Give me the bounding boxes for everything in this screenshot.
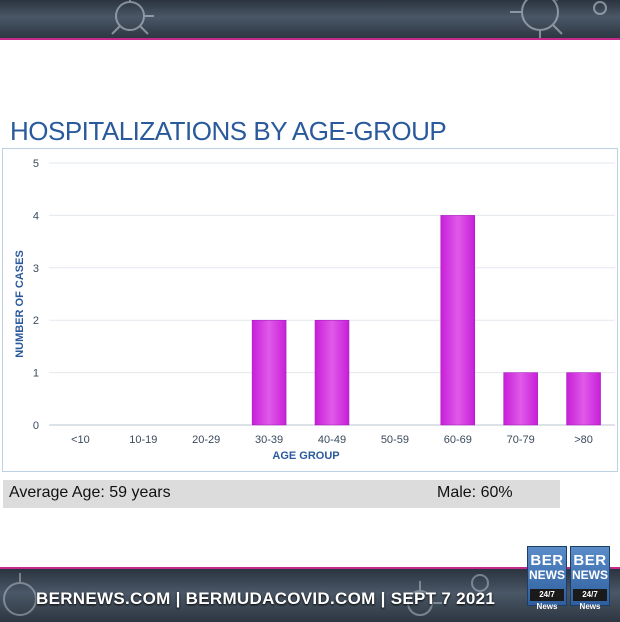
y-axis-title: NUMBER OF CASES xyxy=(14,250,26,358)
x-tick-label: 10-19 xyxy=(129,434,157,446)
bernews-logo: BER NEWS 24/7 News BER NEWS 24/7 News xyxy=(527,546,611,611)
male-percent-stat: Male: 60% xyxy=(437,484,513,501)
page-title: HOSPITALIZATIONS BY AGE-GROUP xyxy=(10,116,447,146)
logo-news-text: NEWS xyxy=(529,568,565,582)
logo-tag-text: 24/7 News xyxy=(573,589,607,611)
logo-tag-text: 24/7 News xyxy=(530,589,564,611)
bar-70-79 xyxy=(503,372,538,426)
logo-ber-text: BER xyxy=(530,552,564,569)
x-tick-label: 40-49 xyxy=(318,434,346,446)
x-tick-label: >80 xyxy=(574,434,593,446)
x-tick-label: 50-59 xyxy=(381,434,409,446)
y-tick-label: 1 xyxy=(33,368,39,380)
logo-news-text: NEWS xyxy=(572,568,608,582)
x-tick-label: 30-39 xyxy=(255,434,283,446)
bottom-banner xyxy=(0,567,620,622)
logo-ber-text: BER xyxy=(573,552,607,569)
y-tick-label: 5 xyxy=(33,158,39,170)
footer-credits: BERNEWS.COM | BERMUDACOVID.COM | SEPT 7 … xyxy=(36,589,496,608)
bar-40-49 xyxy=(314,319,350,426)
logo-box-left: BER NEWS 24/7 News xyxy=(527,546,567,611)
y-tick-label: 4 xyxy=(33,210,39,222)
virus-icon xyxy=(3,573,489,616)
chart-panel: 0 1 2 3 4 5 <10 10-19 20-29 30-39 40-49 50-59 60-69 7… xyxy=(2,148,618,472)
x-tick-label: 20-29 xyxy=(192,434,220,446)
top-banner xyxy=(0,0,620,40)
average-age-stat: Average Age: 59 years xyxy=(9,484,171,501)
bar-chart: 0 1 2 3 4 5 <10 10-19 20-29 30-39 40-49 50-59 60-69 7… xyxy=(14,158,615,462)
x-axis-title: AGE GROUP xyxy=(272,450,339,462)
virus-icon xyxy=(111,0,607,38)
stats-bar: Average Age: 59 years Male: 60% xyxy=(3,480,560,508)
x-tick-label: 70-79 xyxy=(507,434,535,446)
bar->80 xyxy=(566,372,601,426)
bar-60-69 xyxy=(440,215,476,426)
y-tick-label: 3 xyxy=(33,263,39,275)
y-tick-label: 0 xyxy=(33,420,39,432)
bar-30-39 xyxy=(251,319,287,426)
x-tick-label: 60-69 xyxy=(444,434,472,446)
y-tick-label: 2 xyxy=(33,315,39,327)
x-tick-label: <10 xyxy=(71,434,90,446)
logo-box-right: BER NEWS 24/7 News xyxy=(570,546,610,611)
